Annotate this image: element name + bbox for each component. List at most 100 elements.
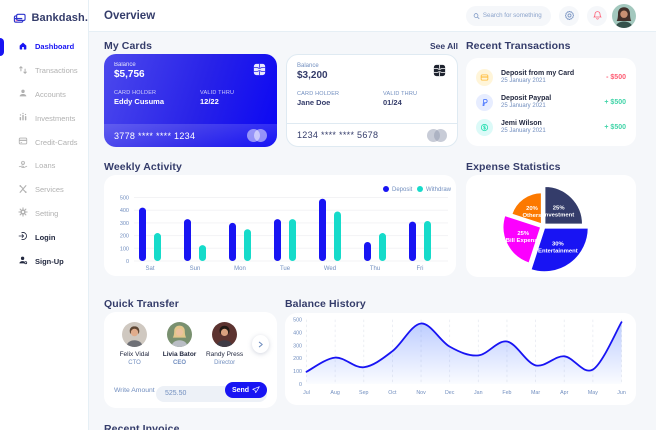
svg-text:300: 300 (120, 221, 129, 227)
loan-icon (18, 157, 28, 175)
svg-text:100: 100 (293, 369, 302, 375)
card-holder-label: CARD HOLDER (297, 91, 340, 97)
transaction-title: Deposit Paypal (501, 94, 552, 102)
sidebar-item-investments[interactable]: Investments (0, 106, 88, 130)
sidebar-item-services[interactable]: Services (0, 178, 88, 202)
svg-text:500: 500 (293, 318, 302, 324)
card-holder-value: Jane Doe (297, 98, 331, 107)
sidebar-menu: Dashboard Transactions Accounts Investments… (0, 35, 88, 273)
card-number: 1234 **** **** 5678 (297, 130, 379, 140)
svg-text:Fri: Fri (417, 266, 424, 272)
write-amount-label: Write Amount (114, 386, 155, 394)
contact-name: Randy Press (205, 351, 244, 358)
gear-icon (564, 10, 574, 21)
transaction-amount: - $500 (606, 73, 626, 81)
card-balance-value: $3,200 (297, 70, 328, 81)
card-balance-label: Balance (297, 63, 319, 69)
search-box[interactable] (466, 5, 551, 26)
contact-felix-vidal[interactable]: Felix Vidal CTO (112, 322, 157, 366)
sidebar: Bankdash. Dashboard Transactions Accounts I… (0, 0, 89, 430)
credit-card-blue[interactable]: Balance $5,756 CARD HOLDER Eddy Cusuma V… (104, 54, 277, 147)
svg-text:Nov: Nov (416, 390, 426, 396)
my-cards-title: My Cards (104, 40, 153, 52)
credit-card-icon (18, 133, 28, 151)
notifications-button[interactable] (587, 5, 607, 26)
send-icon (252, 386, 260, 393)
avatar-livia (167, 322, 193, 347)
quick-transfer-title: Quick Transfer (104, 298, 179, 310)
recent-transactions-panel: Deposit from my Card 25 January 2021 - $5… (466, 58, 636, 146)
svg-text:Wed: Wed (324, 266, 336, 272)
svg-text:Dec: Dec (445, 390, 455, 396)
login-icon (18, 228, 28, 246)
svg-text:Entertainment: Entertainment (538, 248, 578, 254)
svg-text:200: 200 (120, 234, 129, 240)
sidebar-item-dashboard[interactable]: Dashboard (0, 35, 88, 59)
transaction-row[interactable]: Deposit Paypal 25 January 2021 + $500 (476, 91, 626, 113)
tools-icon (18, 181, 28, 199)
svg-text:Mon: Mon (234, 266, 246, 272)
transaction-title: Deposit from my Card (501, 69, 575, 77)
settings-button[interactable] (559, 5, 579, 26)
profile-avatar[interactable] (612, 3, 636, 28)
svg-text:Oct: Oct (388, 390, 397, 396)
sidebar-item-credit-cards[interactable]: Credit-Cards (0, 130, 88, 154)
svg-text:Sat: Sat (145, 266, 154, 272)
search-input[interactable] (482, 12, 545, 19)
recent-invoice-title: Recent Invoice (104, 423, 180, 430)
card-valid-value: 12/22 (200, 97, 219, 106)
user-icon (18, 85, 28, 103)
coin-icon (476, 118, 493, 136)
next-contacts-button[interactable] (252, 335, 269, 353)
svg-text:Bill Expense: Bill Expense (506, 238, 542, 244)
transaction-row[interactable]: Jemi Wilson 25 January 2021 + $500 (476, 116, 626, 138)
card-valid-value: 01/24 (383, 98, 402, 107)
balance-history-title: Balance History (285, 298, 366, 310)
transaction-row[interactable]: Deposit from my Card 25 January 2021 - $5… (476, 66, 626, 88)
card-holder-value: Eddy Cusuma (114, 97, 165, 106)
transaction-date: 25 January 2021 (501, 128, 546, 135)
transaction-date: 25 January 2021 (501, 78, 546, 85)
svg-text:0: 0 (126, 259, 129, 265)
card-valid-label: VALID THRU (383, 91, 418, 97)
contact-role: CTO (128, 360, 141, 366)
card-valid-label: VALID THRU (200, 90, 235, 96)
app-logo[interactable]: Bankdash. (0, 0, 88, 26)
svg-text:Mar: Mar (531, 390, 540, 396)
svg-text:May: May (588, 390, 598, 396)
chip-icon (253, 63, 266, 76)
balance-history-panel: 0 100 200 300 400 500 Jul Aug Sep Oct Nov Dec Jan Feb… (285, 313, 636, 405)
svg-text:Aug: Aug (330, 390, 339, 396)
expense-statistics-panel: 25% Investment 30% Entertainment 25% Bill Exp… (466, 175, 636, 277)
sidebar-item-accounts[interactable]: Accounts (0, 83, 88, 107)
svg-text:Thu: Thu (370, 266, 380, 272)
contact-role: CEO (173, 360, 187, 366)
contact-randy-press[interactable]: Randy Press Director (202, 322, 247, 366)
see-all-link[interactable]: See All (429, 41, 458, 51)
sidebar-item-login[interactable]: Login (0, 225, 88, 249)
sidebar-item-setting[interactable]: Setting (0, 202, 88, 226)
weekly-activity-title: Weekly Activity (104, 161, 182, 173)
card-number: 3778 **** **** 1234 (114, 130, 196, 141)
credit-card-white[interactable]: Balance $3,200 CARD HOLDER Jane Doe VALI… (286, 54, 458, 147)
svg-text:Jul: Jul (303, 390, 310, 396)
svg-text:20%: 20% (526, 206, 539, 212)
bell-icon (592, 11, 602, 20)
card-balance-label: Balance (114, 62, 136, 68)
signup-icon (18, 252, 28, 270)
send-button[interactable]: Send (225, 382, 267, 398)
weekly-activity-chart: 0 100 200 300 400 500 Sat Sun Mon Tue Wed Thu Fri Dep… (120, 186, 452, 272)
svg-text:25%: 25% (517, 231, 530, 237)
mastercard-icon (247, 129, 267, 142)
svg-text:Investment: Investment (543, 212, 574, 218)
svg-text:Others: Others (522, 213, 542, 219)
sidebar-item-sign-up[interactable]: Sign-Up (0, 249, 88, 273)
svg-text:Apr: Apr (560, 390, 568, 396)
sidebar-item-loans[interactable]: Loans (0, 154, 88, 178)
contact-livia-bator[interactable]: Livia Bator CEO (157, 322, 202, 366)
weekly-activity-panel: 0 100 200 300 400 500 Sat Sun Mon Tue Wed Thu Fri Dep… (104, 175, 456, 276)
card-balance-value: $5,756 (114, 69, 145, 80)
transaction-amount: + $500 (604, 123, 626, 131)
sidebar-item-transactions[interactable]: Transactions (0, 59, 88, 83)
contact-role: Director (214, 360, 236, 366)
